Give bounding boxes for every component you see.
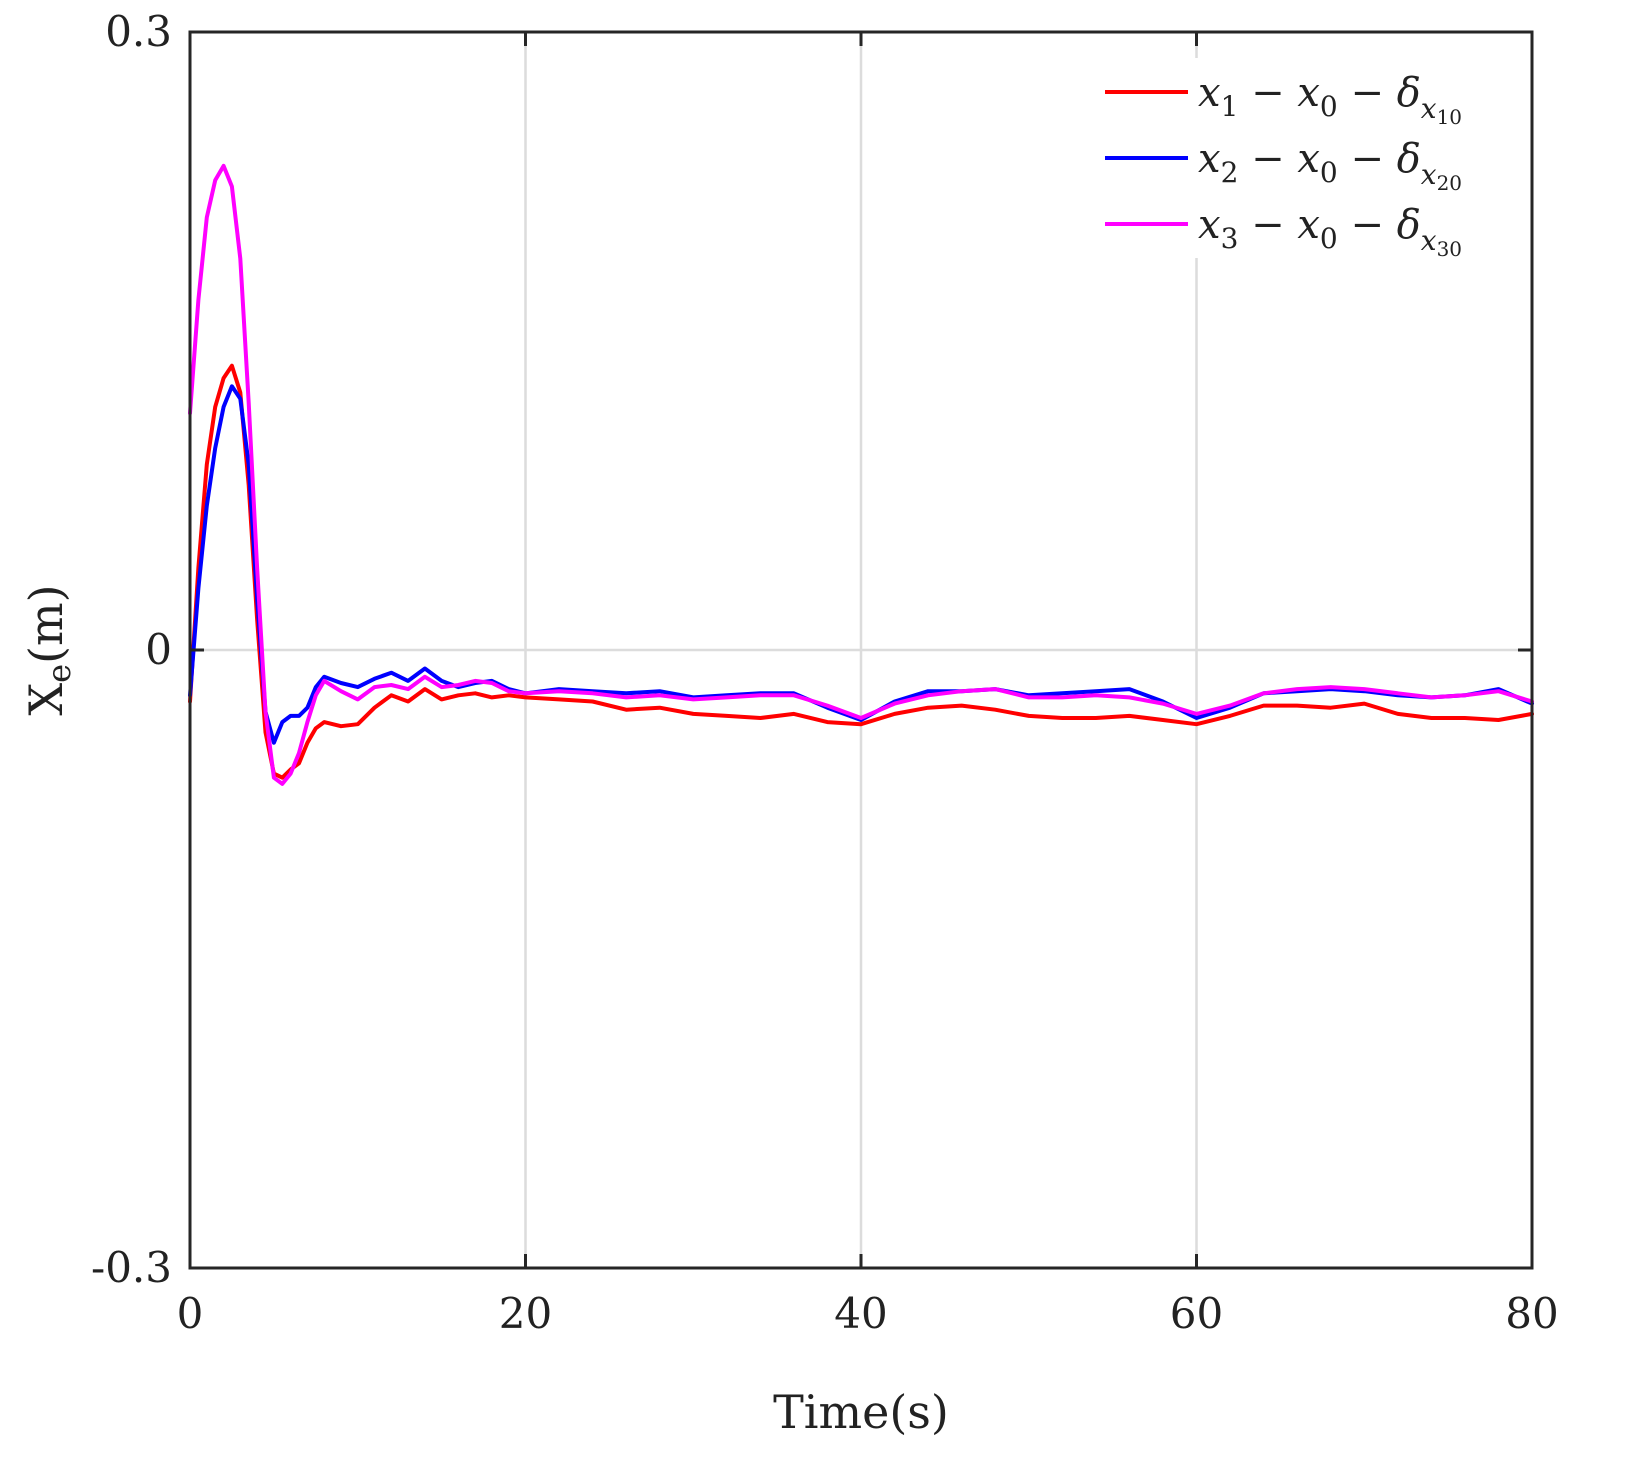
x-axis-label: Time(s): [773, 1385, 949, 1439]
x-tick-label: 80: [1505, 1289, 1558, 1338]
series-line-2: [188, 384, 1534, 745]
y-tick-label: -0.3: [91, 1243, 172, 1292]
y-axis-label-main: X: [19, 683, 73, 716]
y-axis-label-subscript: e: [40, 664, 78, 683]
legend-label: x3 − x0 − δx30: [1198, 202, 1462, 261]
y-tick-labels: -0.3 0 0.3: [91, 7, 172, 1292]
x-tick-label: 0: [177, 1289, 204, 1338]
legend-label: x1 − x0 − δx10: [1198, 70, 1462, 129]
x-tick-label: 40: [834, 1289, 887, 1338]
series-lines: [188, 163, 1534, 786]
y-axis-label: Xe(m): [19, 584, 78, 715]
legend: x1 − x0 − δx10 x2 − x0 − δx20 x3 − x0 − δx…: [1100, 58, 1520, 261]
legend-entry: x3 − x0 − δx30: [1105, 202, 1462, 261]
ticks: [188, 30, 1534, 1270]
legend-entry: x2 − x0 − δx20: [1105, 136, 1462, 195]
legend-entries: x1 − x0 − δx10 x2 − x0 − δx20 x3 − x0 − δx…: [1105, 70, 1462, 261]
legend-label: x2 − x0 − δx20: [1198, 136, 1462, 195]
x-tick-label: 60: [1170, 1289, 1223, 1338]
y-axis-label-unit: (m): [19, 584, 73, 664]
x-tick-label: 20: [499, 1289, 552, 1338]
y-tick-label: 0.3: [105, 7, 172, 56]
legend-entry: x1 − x0 − δx10: [1105, 70, 1462, 129]
series-line-3: [188, 163, 1534, 786]
y-tick-label: 0: [145, 625, 172, 674]
x-tick-labels: 0 20 40 60 80: [177, 1289, 1559, 1338]
